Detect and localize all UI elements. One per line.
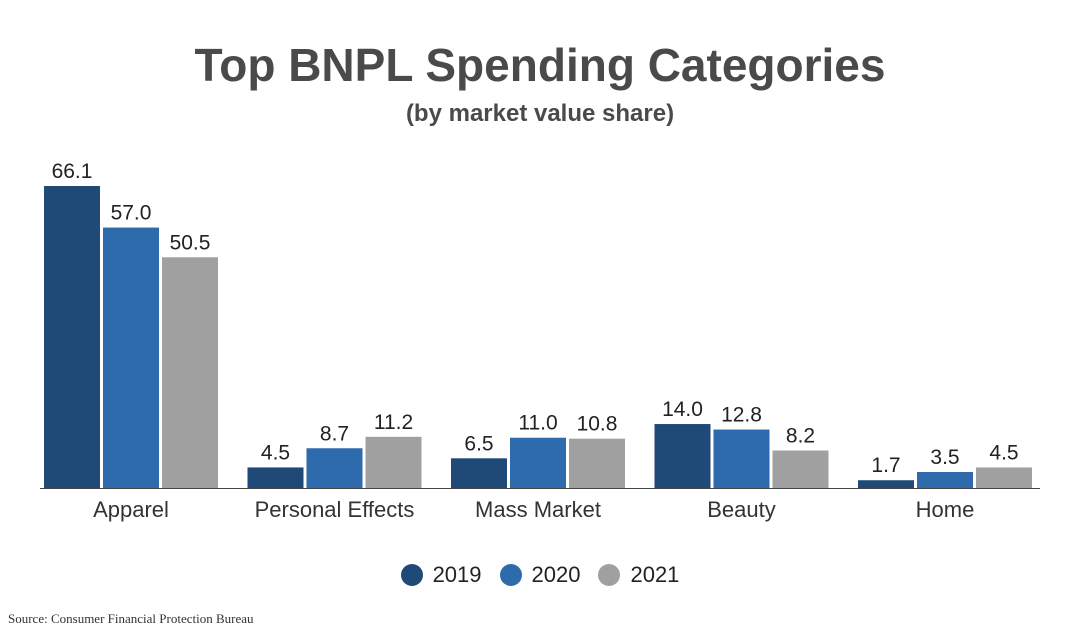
data-label-home-2020: 3.5: [930, 446, 959, 469]
data-label-personal-effects-2019: 4.5: [261, 441, 290, 464]
data-label-beauty-2020: 12.8: [721, 404, 762, 427]
bar-beauty-2021: [772, 450, 829, 488]
legend-label-2021: 2021: [630, 562, 680, 587]
data-label-personal-effects-2021: 11.2: [374, 411, 413, 434]
bar-chart: 66.1 57.0 50.5 Apparel 4.5 8.7 11.2 Personal Ef…: [40, 160, 1040, 522]
x-tick-label-mass-market: Mass Market: [475, 497, 601, 522]
bar-mass-market-2021: [569, 438, 625, 488]
data-label-mass-market-2020: 11.0: [518, 412, 557, 435]
bar-beauty-2019: [654, 424, 711, 488]
legend-label-2019: 2019: [432, 562, 482, 587]
bar-mass-market-2020: [510, 437, 566, 488]
data-label-personal-effects-2020: 8.7: [320, 422, 349, 445]
legend-item-2021: 2021: [598, 562, 679, 588]
legend-swatch-2020: [499, 564, 522, 586]
data-label-mass-market-2019: 6.5: [464, 432, 493, 455]
bar-home-2019: [858, 480, 914, 488]
data-label-apparel-2019: 66.1: [52, 160, 93, 183]
data-label-apparel-2021: 50.5: [170, 231, 211, 254]
x-tick-label-home: Home: [916, 497, 975, 522]
bar-apparel-2020: [103, 227, 159, 488]
bar-home-2021: [976, 467, 1032, 488]
legend-item-2020: 2020: [499, 562, 581, 588]
data-label-home-2021: 4.5: [989, 441, 1018, 464]
legend: 2019 2020 2021: [0, 562, 1080, 588]
x-tick-label-apparel: Apparel: [93, 497, 169, 522]
legend-item-2019: 2019: [400, 562, 482, 588]
data-label-home-2019: 1.7: [871, 454, 900, 477]
bar-apparel-2019: [44, 186, 100, 488]
data-label-mass-market-2021: 10.8: [577, 413, 618, 436]
bar-beauty-2020: [713, 429, 770, 488]
data-label-beauty-2019: 14.0: [662, 398, 703, 421]
bar-apparel-2021: [162, 257, 218, 488]
source-note: Source: Consumer Financial Protection Bu…: [8, 611, 254, 626]
data-label-apparel-2020: 57.0: [111, 202, 152, 225]
legend-swatch-2019: [400, 564, 423, 586]
bar-home-2020: [917, 472, 973, 488]
chart-title: Top BNPL Spending Categories: [194, 39, 886, 91]
x-tick-label-beauty: Beauty: [707, 497, 776, 522]
bar-personal-effects-2021: [365, 436, 422, 488]
x-tick-label-personal-effects: Personal Effects: [255, 497, 415, 522]
chart-subtitle: (by market value share): [405, 100, 675, 127]
data-label-beauty-2021: 8.2: [786, 425, 815, 448]
legend-label-2020: 2020: [531, 562, 581, 587]
bar-personal-effects-2019: [247, 467, 304, 488]
legend-swatch-2021: [598, 564, 621, 586]
bar-personal-effects-2020: [306, 448, 363, 488]
bar-mass-market-2019: [451, 458, 507, 488]
